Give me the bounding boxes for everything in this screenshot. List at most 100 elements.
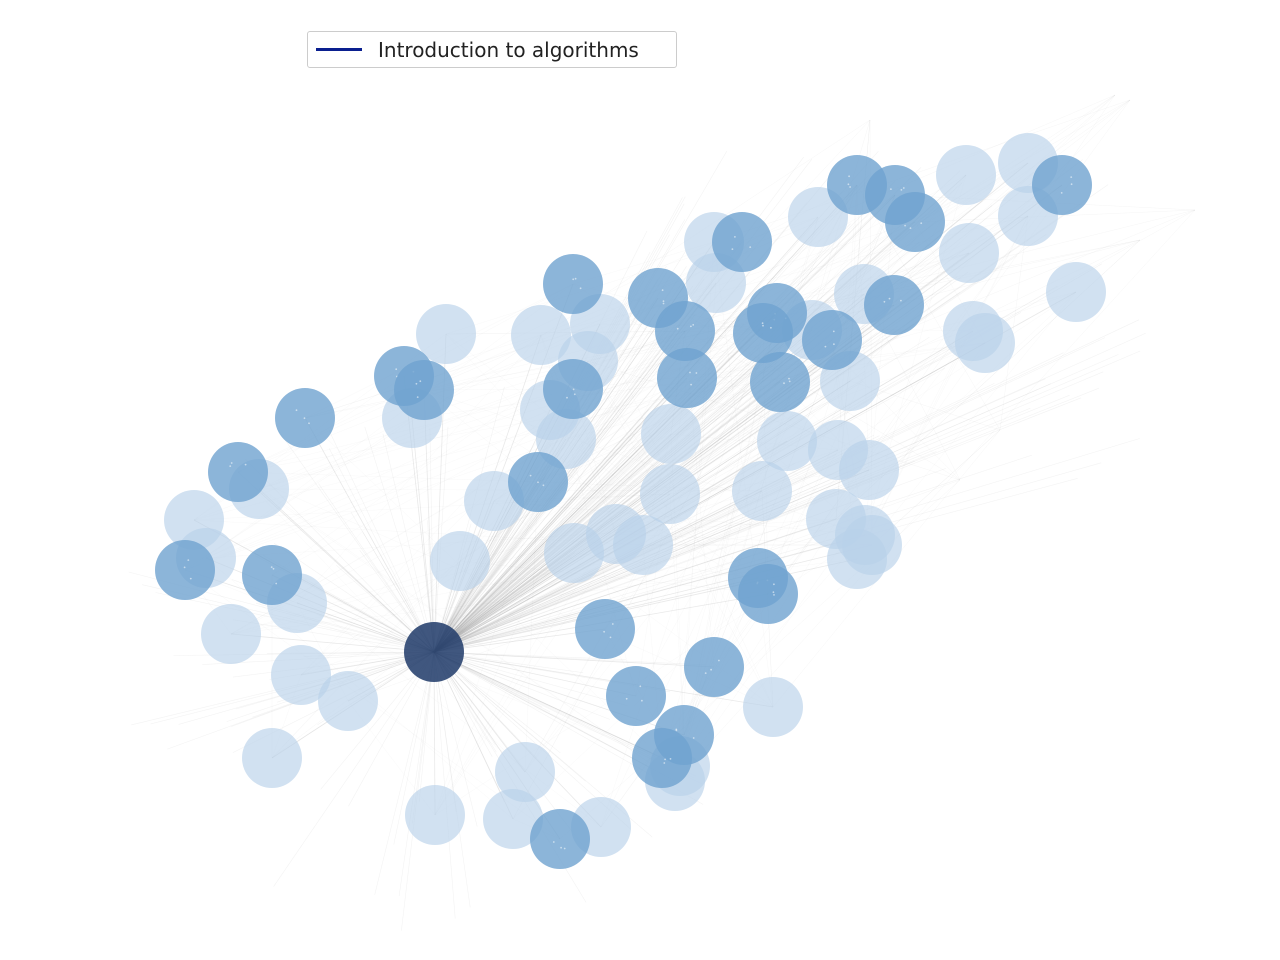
node-edge: [205, 409, 551, 559]
hub-edge: [433, 397, 1082, 653]
node-speck: [710, 668, 712, 671]
node-speck: [676, 327, 679, 330]
strong-node: [208, 442, 268, 502]
weak-node: [511, 305, 571, 365]
strong-node: [606, 666, 666, 726]
hub-edge: [433, 651, 705, 666]
legend: Introduction to algorithms: [307, 31, 677, 68]
node-speck: [542, 484, 545, 487]
node-edge: [237, 471, 526, 773]
hub-edge: [433, 534, 866, 653]
strong-node-circle: [606, 666, 666, 726]
hub-edge: [433, 329, 813, 653]
weak-node: [430, 531, 490, 591]
node-speck: [1070, 176, 1073, 179]
node-speck: [692, 737, 695, 739]
strong-node-circle: [712, 212, 772, 272]
strong-node: [864, 275, 924, 335]
weak-node: [416, 304, 476, 364]
weak-node-circle: [640, 464, 700, 524]
node-edge: [684, 252, 970, 332]
node-speck: [662, 300, 665, 303]
hub-edge: [393, 651, 435, 845]
node-speck: [690, 383, 692, 386]
node-speck: [272, 567, 275, 570]
weak-node: [318, 671, 378, 731]
strong-node: [885, 192, 945, 252]
weak-node-circle: [201, 604, 261, 664]
node-speck: [560, 846, 562, 849]
hub-edge: [433, 174, 967, 653]
weak-node-circle: [271, 645, 331, 705]
strong-node: [508, 452, 568, 512]
node-edge: [193, 291, 1077, 521]
strong-node: [543, 254, 603, 314]
hub-edge: [433, 342, 784, 653]
strong-node: [802, 310, 862, 370]
node-speck: [704, 672, 707, 674]
hub-edge: [411, 417, 435, 653]
hub-edge: [433, 266, 784, 653]
node-speck: [847, 183, 850, 186]
hub-edge: [433, 651, 637, 697]
weak-node: [743, 677, 803, 737]
node-speck: [909, 227, 912, 230]
node-edge: [193, 493, 671, 521]
hub-edge: [433, 386, 505, 653]
strong-node-circle: [1032, 155, 1092, 215]
hub-edge: [433, 171, 1034, 653]
hub-edge: [433, 651, 586, 782]
strong-node-circle: [750, 352, 810, 412]
node-speck: [415, 382, 418, 385]
weak-node: [939, 223, 999, 283]
hub-edge: [398, 651, 435, 897]
strong-node: [655, 301, 715, 361]
hub-edge: [433, 651, 715, 668]
strong-node: [155, 540, 215, 600]
node-speck: [244, 463, 247, 466]
node-speck: [783, 382, 785, 385]
node-edge: [205, 518, 837, 559]
hub-node: [404, 622, 464, 682]
strong-node-circle: [885, 192, 945, 252]
node-speck: [664, 758, 666, 761]
weak-node: [839, 440, 899, 500]
hub-edge: [304, 417, 435, 653]
node-speck: [770, 326, 772, 329]
node-speck: [833, 343, 835, 346]
node-speck: [762, 324, 764, 327]
hub-edge: [433, 272, 969, 653]
node-speck: [788, 377, 790, 380]
node-speck: [639, 685, 642, 688]
node-speck: [900, 299, 902, 302]
node-edge: [999, 215, 1029, 431]
weak-node: [271, 645, 331, 705]
weak-node-circle: [1046, 262, 1106, 322]
node-edge: [615, 381, 781, 535]
hub-edge: [364, 426, 435, 653]
hub-edge: [433, 160, 844, 653]
hub-edge: [276, 428, 435, 653]
hub-edge: [433, 280, 952, 653]
node-speck: [574, 277, 577, 280]
node-speck: [529, 474, 532, 477]
hub-node-circle: [404, 622, 464, 682]
node-edge: [512, 291, 1077, 820]
hub-edge: [433, 438, 1140, 653]
node-edge: [271, 560, 461, 759]
node-speck: [890, 188, 892, 191]
weak-node-circle: [613, 515, 673, 575]
strong-node-circle: [684, 637, 744, 697]
hub-edge: [433, 330, 974, 653]
node-speck: [230, 462, 233, 464]
strong-node-circle: [208, 442, 268, 502]
node-speck: [749, 246, 752, 249]
weak-node-circle: [483, 789, 543, 849]
hub-edge: [433, 454, 1033, 653]
node-speck: [537, 481, 539, 484]
hub-edge: [433, 394, 672, 653]
node-speck: [662, 302, 665, 305]
strong-node: [684, 637, 744, 697]
node-speck: [689, 371, 691, 374]
